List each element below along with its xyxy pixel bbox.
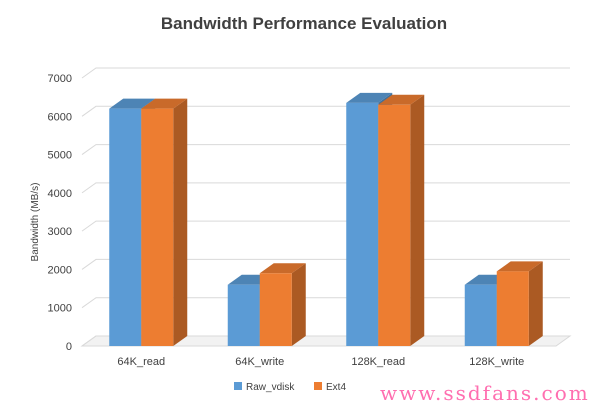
bar-front [259,273,292,346]
y-tick-label: 2000 [48,264,72,276]
legend-swatch [234,382,242,390]
bar-front [378,104,411,346]
y-tick-label: 3000 [48,226,72,238]
bar-top [496,261,543,272]
bar-front [496,271,529,346]
bar-side [528,261,543,346]
legend-label: Raw_vdisk [246,382,295,393]
x-tick-label: 64K_write [235,356,284,368]
y-tick-label: 0 [66,341,72,353]
legend-label: Ext4 [326,382,346,393]
bar-Ext4-64K_read [141,98,188,346]
watermark: www.ssdfans.com [380,381,590,405]
bar-top [109,98,156,109]
bar-Ext4-128K_read [378,94,425,346]
y-tick-label: 1000 [48,303,72,315]
bar-Ext4-64K_write [259,263,306,346]
bar-side [173,98,188,346]
bar-top [141,98,188,109]
bar-Ext4-128K_write [496,261,543,346]
bar-front [227,284,260,346]
y-tick-label: 6000 [48,111,72,123]
x-tick-label: 128K_read [351,356,405,368]
bar-side [291,263,306,346]
y-axis-label: Bandwidth (MB/s) [30,183,41,262]
bar-top [259,263,306,274]
y-tick-label: 7000 [48,73,72,85]
y-tick-label: 4000 [48,188,72,200]
x-tick-label: 128K_write [469,356,524,368]
bar-top [378,94,425,105]
gridline [81,67,570,79]
legend-swatch [314,382,322,390]
bar-front [141,108,174,346]
chart-title: Bandwidth Performance Evaluation [161,14,447,33]
x-tick-label: 64K_read [117,356,165,368]
bar-side [410,94,425,346]
bar-front [346,102,379,346]
y-tick-label: 5000 [48,150,72,162]
bar-top [346,92,393,103]
bar-front [464,284,497,346]
bar-front [109,108,142,346]
